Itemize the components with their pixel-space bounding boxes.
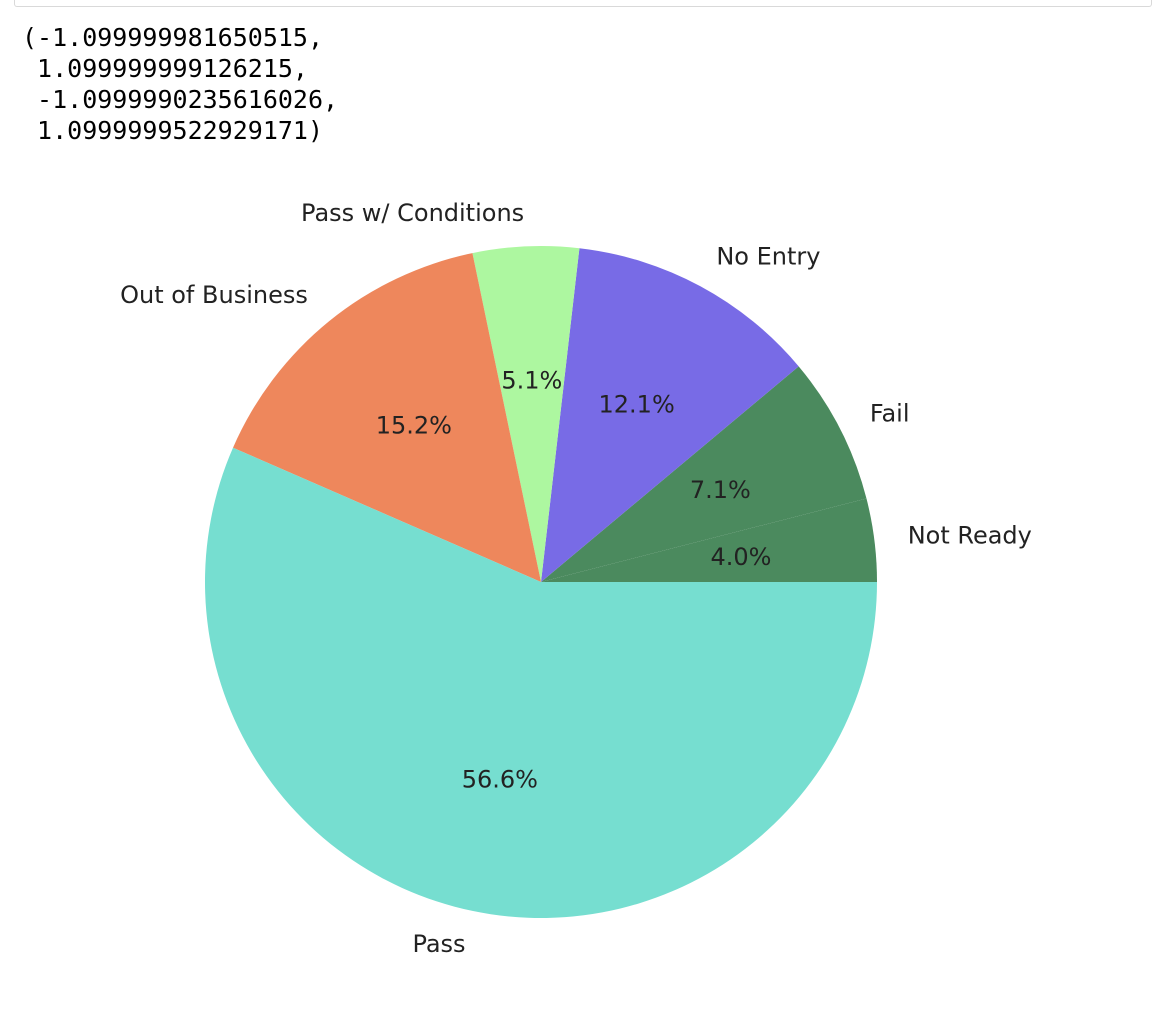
cell-output-text: (-1.099999981650515, 1.099999999126215, … bbox=[22, 22, 338, 146]
pie-slice-out-of-business bbox=[232, 253, 542, 582]
slice-label-no-entry: No Entry bbox=[716, 243, 820, 271]
pie-slice-pass-w-conditions bbox=[472, 246, 580, 582]
output-line: -1.0999990235616026, bbox=[22, 85, 339, 114]
pie-slice-not-ready bbox=[541, 498, 877, 582]
pie-slices bbox=[205, 246, 878, 918]
slice-pct-label-out-of-business: 15.2% bbox=[376, 412, 452, 440]
slice-pct-label-not-ready: 4.0% bbox=[711, 543, 772, 571]
pie-slice-no-entry bbox=[541, 248, 799, 582]
slice-pct-label-fail: 7.1% bbox=[690, 476, 751, 504]
output-line: 1.099999999126215, bbox=[22, 54, 308, 83]
output-line: 1.0999999522929171) bbox=[22, 116, 324, 145]
slice-pct-label-pass: 56.6% bbox=[462, 765, 538, 793]
slice-pct-label-no-entry: 12.1% bbox=[599, 391, 675, 419]
slice-label-not-ready: Not Ready bbox=[908, 522, 1032, 550]
pie-labels: Not Ready 4.0% Fail 7.1% No Entry 12.1% Pass w… bbox=[120, 199, 1032, 958]
slice-label-fail: Fail bbox=[870, 399, 910, 427]
pie-slice-pass bbox=[205, 447, 878, 918]
slice-label-out-of-business: Out of Business bbox=[120, 281, 308, 309]
slice-pct-label-pass-w-conditions: 5.1% bbox=[501, 367, 562, 395]
slice-label-pass: Pass bbox=[412, 930, 465, 958]
pie-slice-fail bbox=[541, 366, 867, 582]
output-line: (-1.099999981650515, bbox=[22, 23, 324, 52]
slice-label-pass-w-conditions: Pass w/ Conditions bbox=[301, 199, 524, 227]
